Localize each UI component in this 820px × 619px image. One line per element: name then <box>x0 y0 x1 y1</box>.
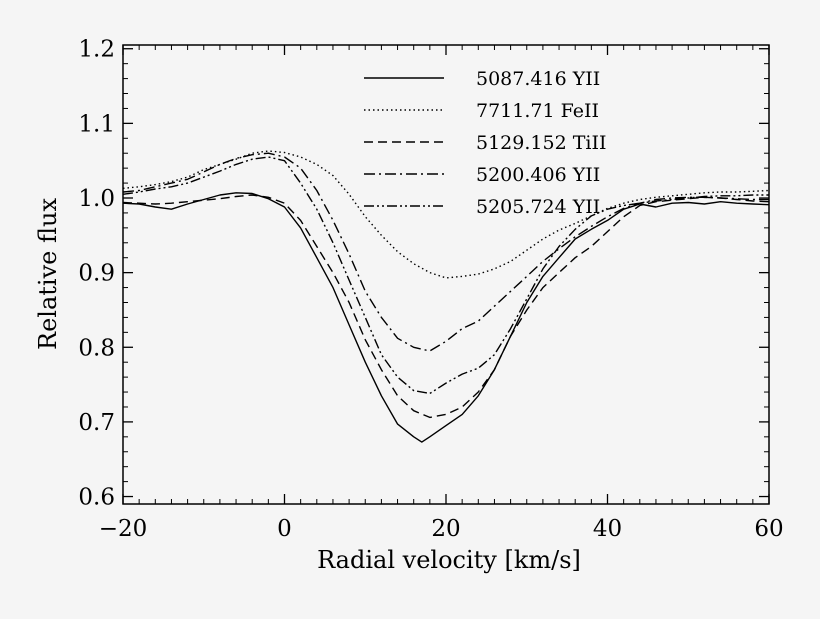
axis-ticks: −20 0 20 40 60 0.6 0.7 0.8 0.9 1.0 1.1 1.2 <box>78 37 783 542</box>
series-line-5 <box>122 156 769 395</box>
y-tick-label: 0.6 <box>78 485 115 511</box>
y-tick-label: 0.8 <box>78 335 115 361</box>
series-line-4 <box>122 152 769 352</box>
series-line-1 <box>122 192 770 443</box>
legend-label-5: 5205.724 YII <box>476 196 600 218</box>
series-line-3 <box>122 194 770 419</box>
series-lines <box>122 150 770 443</box>
y-tick-label: 0.7 <box>78 410 115 436</box>
legend-label-3: 5129.152 TiII <box>476 132 606 154</box>
series-line-2 <box>122 150 770 279</box>
y-tick-label: 0.9 <box>78 261 115 287</box>
y-tick-label: 1.2 <box>78 37 115 63</box>
x-tick-label: 60 <box>754 516 783 542</box>
x-tick-label: 40 <box>593 516 622 542</box>
y-tick-label: 1.0 <box>78 186 115 212</box>
legend-label-4: 5200.406 YII <box>476 164 600 186</box>
plot-area-frame <box>122 44 770 505</box>
y-tick-label: 1.1 <box>78 111 115 137</box>
x-axis-label: Radial velocity [km/s] <box>317 546 581 574</box>
x-tick-label: 0 <box>277 516 292 542</box>
legend-label-2: 7711.71 FeII <box>476 100 599 122</box>
legend: 5087.416 YII 7711.71 FeII 5129.152 TiII 520… <box>364 68 606 218</box>
y-axis-label: Relative flux <box>34 198 62 350</box>
x-tick-label: −20 <box>99 516 148 542</box>
x-tick-label: 20 <box>431 516 460 542</box>
legend-label-1: 5087.416 YII <box>476 68 600 90</box>
